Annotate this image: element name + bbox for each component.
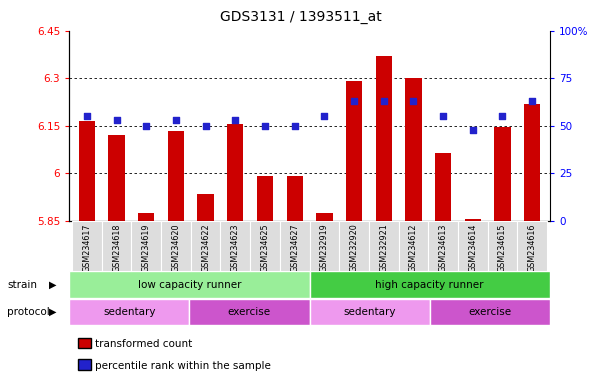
Text: GSM234612: GSM234612 [409,223,418,272]
Point [498,113,507,119]
Point [112,117,121,123]
Text: GSM234625: GSM234625 [260,223,269,272]
Text: strain: strain [7,280,37,290]
Bar [132,221,161,271]
Bar [517,221,547,271]
Bar [494,127,511,221]
Point [201,123,210,129]
Bar [487,221,517,271]
Text: GSM232920: GSM232920 [350,223,359,272]
Text: exercise: exercise [468,307,511,317]
Point [468,126,478,132]
Bar [161,221,191,271]
Bar [316,213,332,221]
Text: GSM234614: GSM234614 [468,223,477,271]
Point [409,98,418,104]
Bar [79,121,95,221]
Text: ▶: ▶ [49,280,56,290]
Bar [398,221,429,271]
Point [320,113,329,119]
Bar [191,221,221,271]
Bar [168,131,184,221]
Bar [405,78,421,221]
Bar [221,221,250,271]
Text: high capacity runner: high capacity runner [376,280,484,290]
Bar [69,299,189,325]
Point [349,98,359,104]
Text: GSM234627: GSM234627 [290,223,299,272]
Text: sedentary: sedentary [103,307,156,317]
Point [438,113,448,119]
Text: protocol: protocol [7,307,50,317]
Bar [280,221,310,271]
Bar [435,153,451,221]
Bar [69,271,310,298]
Bar [430,299,550,325]
Text: ▶: ▶ [49,307,56,317]
Bar [310,299,430,325]
Bar [189,299,310,325]
Text: GSM234622: GSM234622 [201,223,210,272]
Text: GSM234620: GSM234620 [171,223,180,272]
Bar [257,177,273,221]
Bar [465,219,481,221]
Point [290,123,299,129]
Point [171,117,181,123]
Bar [376,56,392,221]
Text: transformed count: transformed count [95,339,192,349]
Bar [310,271,550,298]
Bar [72,221,102,271]
Point [527,98,537,104]
Bar [198,194,214,221]
Bar [250,221,280,271]
Text: percentile rank within the sample: percentile rank within the sample [95,361,271,371]
Bar [458,221,487,271]
Bar [227,124,243,221]
Bar [429,221,458,271]
Text: GSM234616: GSM234616 [528,223,537,271]
Text: GSM234619: GSM234619 [142,223,151,272]
Point [379,98,388,104]
Text: GSM232919: GSM232919 [320,223,329,272]
Text: GSM234623: GSM234623 [231,223,240,272]
Text: exercise: exercise [228,307,271,317]
Text: GSM234618: GSM234618 [112,223,121,271]
Point [82,113,92,119]
Text: low capacity runner: low capacity runner [138,280,241,290]
Text: GSM234613: GSM234613 [439,223,448,271]
Bar [102,221,132,271]
Text: GDS3131 / 1393511_at: GDS3131 / 1393511_at [219,10,382,23]
Text: sedentary: sedentary [343,307,396,317]
Bar [287,177,303,221]
Text: GSM234615: GSM234615 [498,223,507,272]
Bar [339,221,369,271]
Bar [524,104,540,221]
Point [231,117,240,123]
Point [260,123,270,129]
Bar [310,221,339,271]
Point [141,123,151,129]
Bar [138,213,154,221]
Bar [369,221,398,271]
Text: GSM232921: GSM232921 [379,223,388,272]
Text: GSM234617: GSM234617 [82,223,91,272]
Bar [346,81,362,221]
Bar [108,135,125,221]
